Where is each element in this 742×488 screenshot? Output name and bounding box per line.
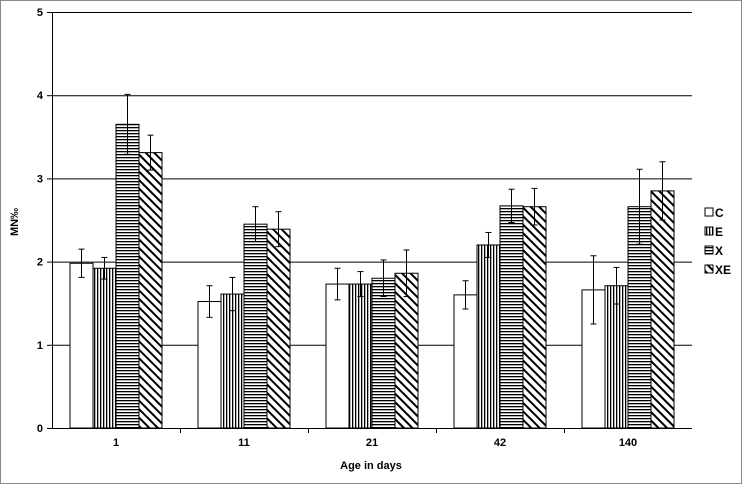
y-tick-label: 0 [37, 423, 43, 435]
bar-xe [266, 228, 291, 429]
legend: CEX XE [704, 206, 731, 277]
x-axis-title: Age in days [340, 460, 402, 472]
x-tick-label: 11 [238, 437, 250, 449]
legend-label-x: X [715, 244, 723, 258]
error-bars [78, 93, 666, 325]
bar-x [499, 205, 524, 429]
bar-e [476, 244, 501, 429]
bar-c [197, 301, 222, 429]
legend-label-c: C [715, 206, 724, 220]
bar-x [115, 123, 140, 429]
bar-xe [522, 206, 547, 429]
bar-x [243, 223, 268, 429]
x-tick-label: 140 [619, 437, 637, 449]
legend-swatch-c [704, 207, 714, 217]
x-tick-label: 1 [113, 437, 119, 449]
bar-xe [138, 152, 163, 429]
legend-swatch-x [704, 245, 714, 255]
bar-c [453, 294, 478, 429]
x-tick-label: 42 [494, 437, 506, 449]
x-tick-label: 21 [366, 437, 378, 449]
legend-swatch-xe [704, 264, 714, 274]
legend-swatch-e [704, 226, 714, 236]
y-tick-label: 2 [37, 257, 43, 269]
legend-label-e: E [715, 225, 723, 239]
bar-e [220, 293, 245, 429]
bar-c [325, 283, 350, 429]
bar-e [348, 283, 373, 429]
y-tick-label: 3 [37, 173, 43, 185]
y-axis-title: MN‰ [9, 208, 21, 236]
bar-xe [650, 190, 675, 429]
bar-x [371, 277, 396, 429]
y-tick-label: 4 [37, 90, 44, 102]
bar-e [604, 285, 629, 429]
y-tick-label: 5 [37, 7, 43, 19]
y-tick-label: 1 [37, 340, 43, 352]
bar-c [69, 262, 94, 429]
legend-label-xe: XE [715, 263, 731, 277]
bar-e [92, 267, 117, 429]
bars [69, 123, 675, 429]
